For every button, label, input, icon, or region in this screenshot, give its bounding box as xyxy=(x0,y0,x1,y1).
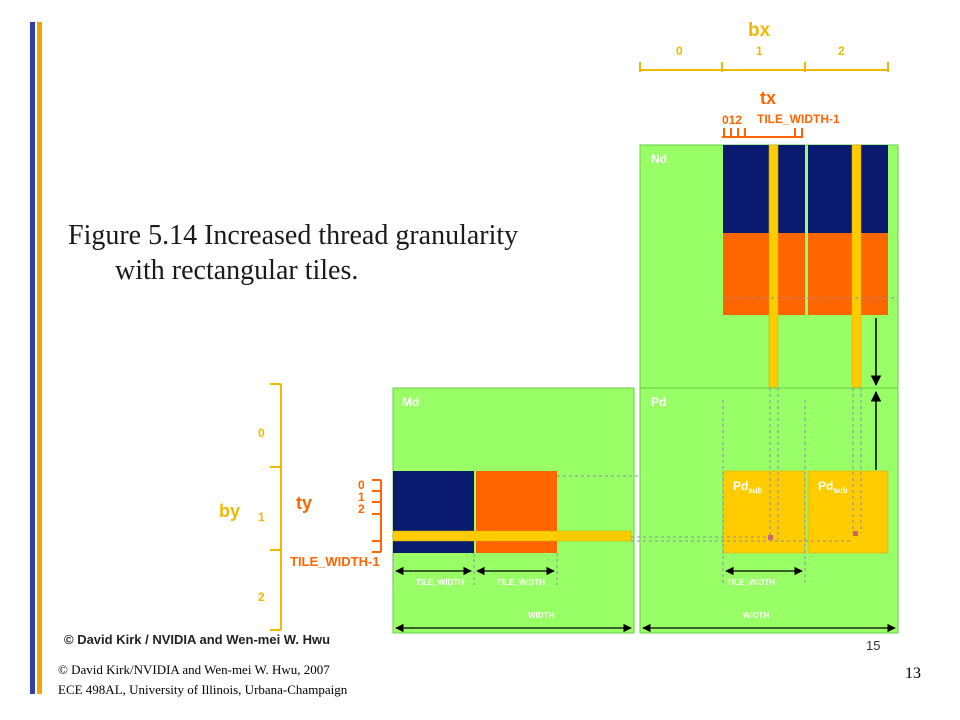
figure-page-number: 15 xyxy=(866,638,880,653)
nd-column-strip-2 xyxy=(851,144,862,389)
nd-label: Nd xyxy=(651,152,667,166)
pd-tile-width-label: TILE_WIDTH xyxy=(727,578,775,587)
md-tile-width-label-1: TILE_WIDTH xyxy=(416,578,464,587)
figure-credit: © David Kirk / NVIDIA and Wen-mei W. Hwu xyxy=(64,632,331,647)
nd-tile-navy-2 xyxy=(808,145,888,233)
dashed-guides xyxy=(392,297,898,585)
by-ruler xyxy=(270,383,282,631)
footer-line2: ECE 498AL, University of Illinois, Urban… xyxy=(58,682,348,697)
nd-tile-orange-1 xyxy=(723,233,805,315)
pd-sub-label-2: Pdsub xyxy=(818,479,848,495)
by-tick-1: 1 xyxy=(258,510,265,524)
md-tile-width-label-2: TILE_WIDTH xyxy=(497,578,545,587)
ty-label: ty xyxy=(296,493,312,513)
bx-tick-0: 0 xyxy=(676,44,683,58)
ty-tick-1: 1 xyxy=(358,490,365,504)
ty-ruler xyxy=(372,479,382,553)
md-label: Md xyxy=(402,395,419,409)
figure-caption-line2: with rectangular tiles. xyxy=(115,255,359,286)
bx-ruler xyxy=(639,62,889,72)
page-number: 13 xyxy=(905,665,921,682)
md-width-label: WIDTH xyxy=(528,611,554,620)
left-accent-bar-gold xyxy=(37,22,42,694)
by-label: by xyxy=(219,501,240,521)
bx-tick-1: 1 xyxy=(756,44,763,58)
tx-ruler xyxy=(722,128,803,138)
ty-tile-width-label: TILE_WIDTH-1 xyxy=(290,554,380,569)
tx-ticks: 012 xyxy=(722,113,742,127)
figure-caption-line1: Figure 5.14 Increased thread granularity xyxy=(68,220,519,251)
by-tick-0: 0 xyxy=(258,426,265,440)
left-accent-bar-blue xyxy=(30,22,35,694)
ty-tick-2: 2 xyxy=(358,502,365,516)
bx-label: bx xyxy=(748,20,771,41)
pd-sub-tile-2 xyxy=(807,470,889,554)
bx-tick-2: 2 xyxy=(838,44,845,58)
ty-tick-0: 0 xyxy=(358,478,365,492)
md-row-strip xyxy=(392,530,632,542)
pd-element-1 xyxy=(768,535,773,540)
pd-width-label: WIDTH xyxy=(743,611,769,620)
tx-label: tx xyxy=(760,88,776,108)
pd-element-2 xyxy=(853,531,858,536)
by-tick-2: 2 xyxy=(258,590,265,604)
pd-sub-label-1: Pdsub xyxy=(733,479,763,495)
tx-tile-width-label: TILE_WIDTH-1 xyxy=(757,112,840,126)
nd-tile-navy-1 xyxy=(723,145,805,233)
nd-tile-orange-2 xyxy=(808,233,888,315)
pd-sub-tile-1 xyxy=(722,470,806,554)
footer-line1: © David Kirk/NVIDIA and Wen-mei W. Hwu, … xyxy=(58,662,330,677)
nd-column-strip-1 xyxy=(768,144,779,389)
footer-copyright: © David Kirk/NVIDIA and Wen-mei W. Hwu, … xyxy=(58,660,347,700)
pd-label: Pd xyxy=(651,395,666,409)
